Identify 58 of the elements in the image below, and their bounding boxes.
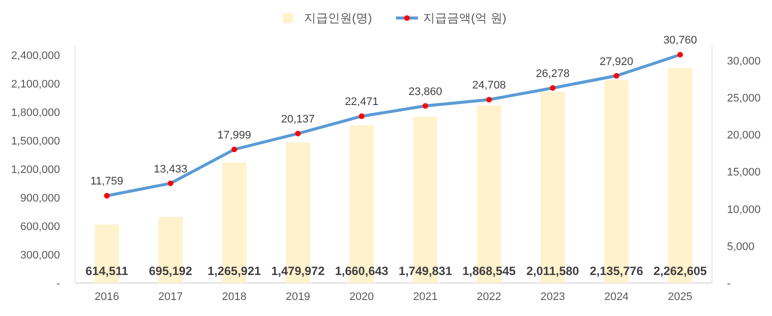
point — [486, 96, 492, 102]
data-label: 2,011,580 — [526, 264, 580, 278]
y-tick-label: 2,400,000 — [11, 50, 60, 62]
y2-tick-label: - — [727, 278, 731, 290]
point — [677, 52, 683, 58]
data-label: 2,262,605 — [653, 264, 708, 278]
data-label: 695,192 — [148, 264, 193, 278]
point — [358, 113, 364, 120]
point — [231, 146, 238, 152]
y-tick-label: 600,000 — [20, 221, 60, 233]
x-tick-label: 2018 — [222, 291, 246, 303]
data-label: 614,511 — [85, 264, 129, 278]
point — [104, 192, 110, 199]
point — [550, 85, 556, 91]
data-label: 20,137 — [281, 114, 315, 126]
y-tick-label: 2,100,000 — [11, 78, 60, 90]
x-tick-label: 2023 — [540, 291, 565, 303]
data-label: 2,135,776 — [590, 264, 644, 278]
y-tick-label: 900,000 — [20, 192, 60, 204]
data-label: 1,660,643 — [334, 264, 389, 278]
data-label: 30,760 — [663, 34, 697, 47]
y2-tick-label: 20,000 — [727, 130, 761, 142]
x-tick-label: 2016 — [94, 291, 120, 303]
y2-tick-label: 30,000 — [727, 55, 761, 68]
data-label: 23,860 — [408, 86, 442, 98]
y2-tick-label: 25,000 — [727, 92, 761, 104]
data-label: 22,471 — [344, 96, 378, 108]
data-label: 1,479,972 — [271, 264, 325, 278]
point — [295, 130, 301, 136]
y-tick-label: - — [56, 278, 60, 290]
data-label: 13,433 — [154, 163, 188, 176]
data-label: 26,278 — [536, 68, 570, 80]
legend-label: 지급인원(명) — [304, 11, 372, 25]
data-label: 17,999 — [217, 129, 252, 142]
data-label: 1,868,545 — [462, 264, 516, 278]
x-tick-label: 2024 — [604, 291, 629, 303]
y-tick-label: 1,200,000 — [11, 164, 60, 176]
y-tick-label: 1,500,000 — [11, 136, 60, 148]
y-tick-label: 1,800,000 — [11, 107, 60, 119]
x-tick-label: 2017 — [158, 291, 183, 303]
y2-tick-label: 10,000 — [727, 204, 761, 216]
legend-label: 지급금액(억 원) — [423, 11, 506, 25]
x-tick-label: 2021 — [413, 291, 438, 303]
data-label: 1,265,921 — [208, 264, 262, 278]
y2-tick-label: 5,000 — [727, 240, 755, 253]
data-label: 24,708 — [472, 80, 506, 92]
y-tick-label: 300,000 — [20, 250, 60, 262]
data-label: 11,759 — [90, 176, 124, 188]
data-label: 27,920 — [600, 56, 634, 68]
x-tick-label: 2020 — [349, 291, 374, 303]
x-tick-label: 2025 — [668, 291, 692, 303]
point — [168, 180, 174, 186]
data-label: 1,749,831 — [398, 264, 452, 278]
y2-tick-label: 15,000 — [727, 166, 761, 179]
point — [614, 72, 620, 79]
x-tick-label: 2022 — [476, 291, 502, 303]
x-tick-label: 2019 — [286, 291, 310, 303]
point — [422, 103, 428, 109]
